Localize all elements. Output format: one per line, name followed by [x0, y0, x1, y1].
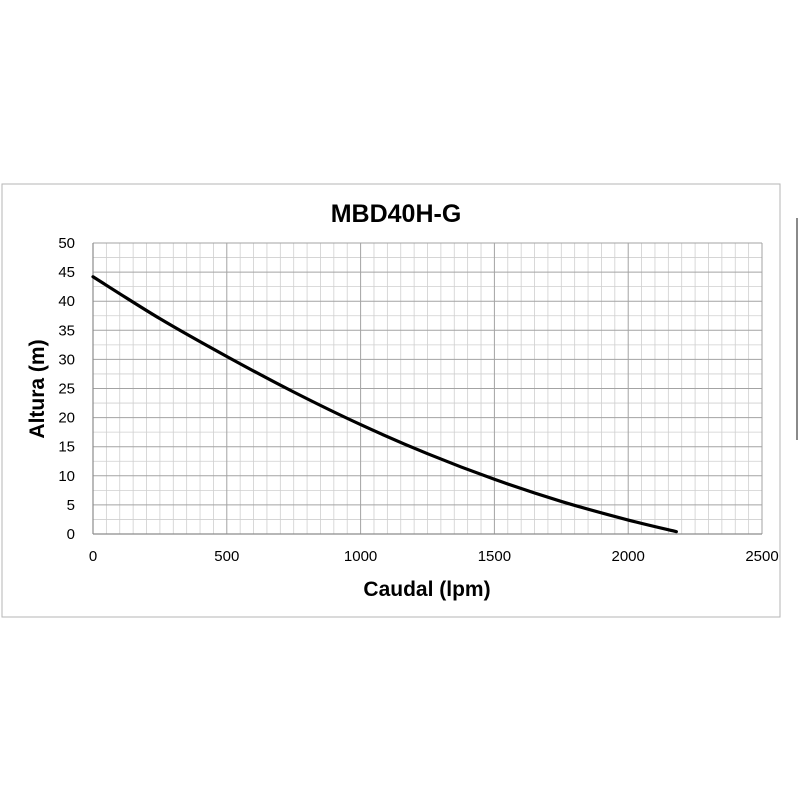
x-tick-label: 0 — [89, 548, 97, 565]
y-tick-label: 45 — [58, 264, 75, 281]
y-tick-label: 30 — [58, 351, 75, 368]
x-tick-label: 2000 — [612, 548, 645, 565]
y-tick-label: 0 — [67, 526, 75, 543]
y-tick-label: 10 — [58, 468, 75, 485]
x-axis-ticks: 0 500 1000 1500 2000 2500 — [89, 548, 779, 565]
chart-border — [1, 183, 781, 618]
x-tick-label: 1000 — [344, 548, 377, 565]
major-grid — [92, 242, 763, 535]
y-axis-ticks: 0 5 10 15 20 25 30 35 40 45 50 — [58, 235, 75, 543]
y-tick-label: 40 — [58, 293, 75, 310]
series-layer — [91, 275, 678, 534]
y-tick-label: 15 — [58, 439, 75, 456]
y-tick-label: 5 — [67, 497, 75, 514]
x-axis-label: Caudal (lpm) — [363, 578, 490, 601]
y-axis-label: Altura (m) — [26, 339, 49, 438]
y-tick-label: 25 — [58, 381, 75, 398]
x-tick-label: 2500 — [745, 548, 778, 565]
series-line — [91, 275, 678, 534]
x-tick-label: 500 — [214, 548, 239, 565]
y-tick-label: 50 — [58, 235, 75, 252]
x-tick-label: 1500 — [478, 548, 511, 565]
y-tick-label: 20 — [58, 410, 75, 427]
chart-title: MBD40H-G — [331, 200, 462, 228]
y-tick-label: 35 — [58, 322, 75, 339]
